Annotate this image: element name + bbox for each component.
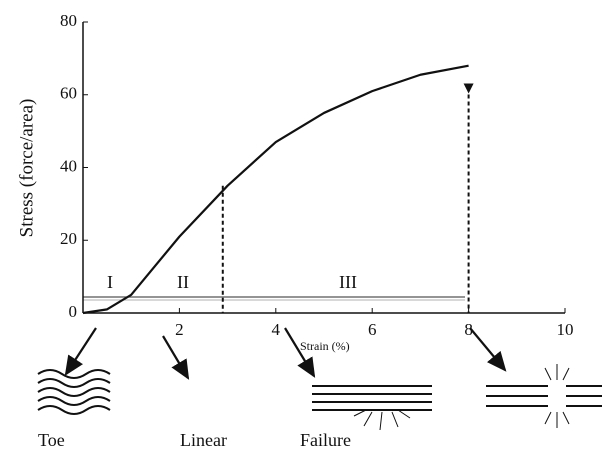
region-line <box>83 296 465 301</box>
x-tick-label: 8 <box>464 320 473 339</box>
x-tick-label: 6 <box>368 320 377 339</box>
y-axis-label: Stress (force/area) <box>16 99 37 238</box>
y-tick-label: 40 <box>60 156 77 175</box>
curve <box>82 64 469 315</box>
x-tick-label: 2 <box>175 320 184 339</box>
stage-label: Linear <box>180 430 227 450</box>
toe-fibers <box>37 369 111 415</box>
region-label: II <box>177 272 189 292</box>
stage-label: Toe <box>38 430 65 450</box>
y-tick-label: 80 <box>60 11 77 30</box>
rupture-fibers <box>486 364 602 428</box>
arrow-head <box>463 83 474 94</box>
region-label: I <box>107 272 113 292</box>
x-axis-label: Strain (%) <box>300 339 350 353</box>
stage-label: Failure <box>300 430 351 450</box>
region-label: III <box>339 272 357 292</box>
failure-fibers <box>312 385 432 431</box>
arrows <box>64 327 507 380</box>
x-tick-label: 4 <box>272 320 281 339</box>
x-tick-label: 10 <box>557 320 574 339</box>
y-tick-label: 0 <box>69 302 78 321</box>
y-tick-label: 20 <box>60 229 77 248</box>
y-tick-label: 60 <box>60 84 77 103</box>
